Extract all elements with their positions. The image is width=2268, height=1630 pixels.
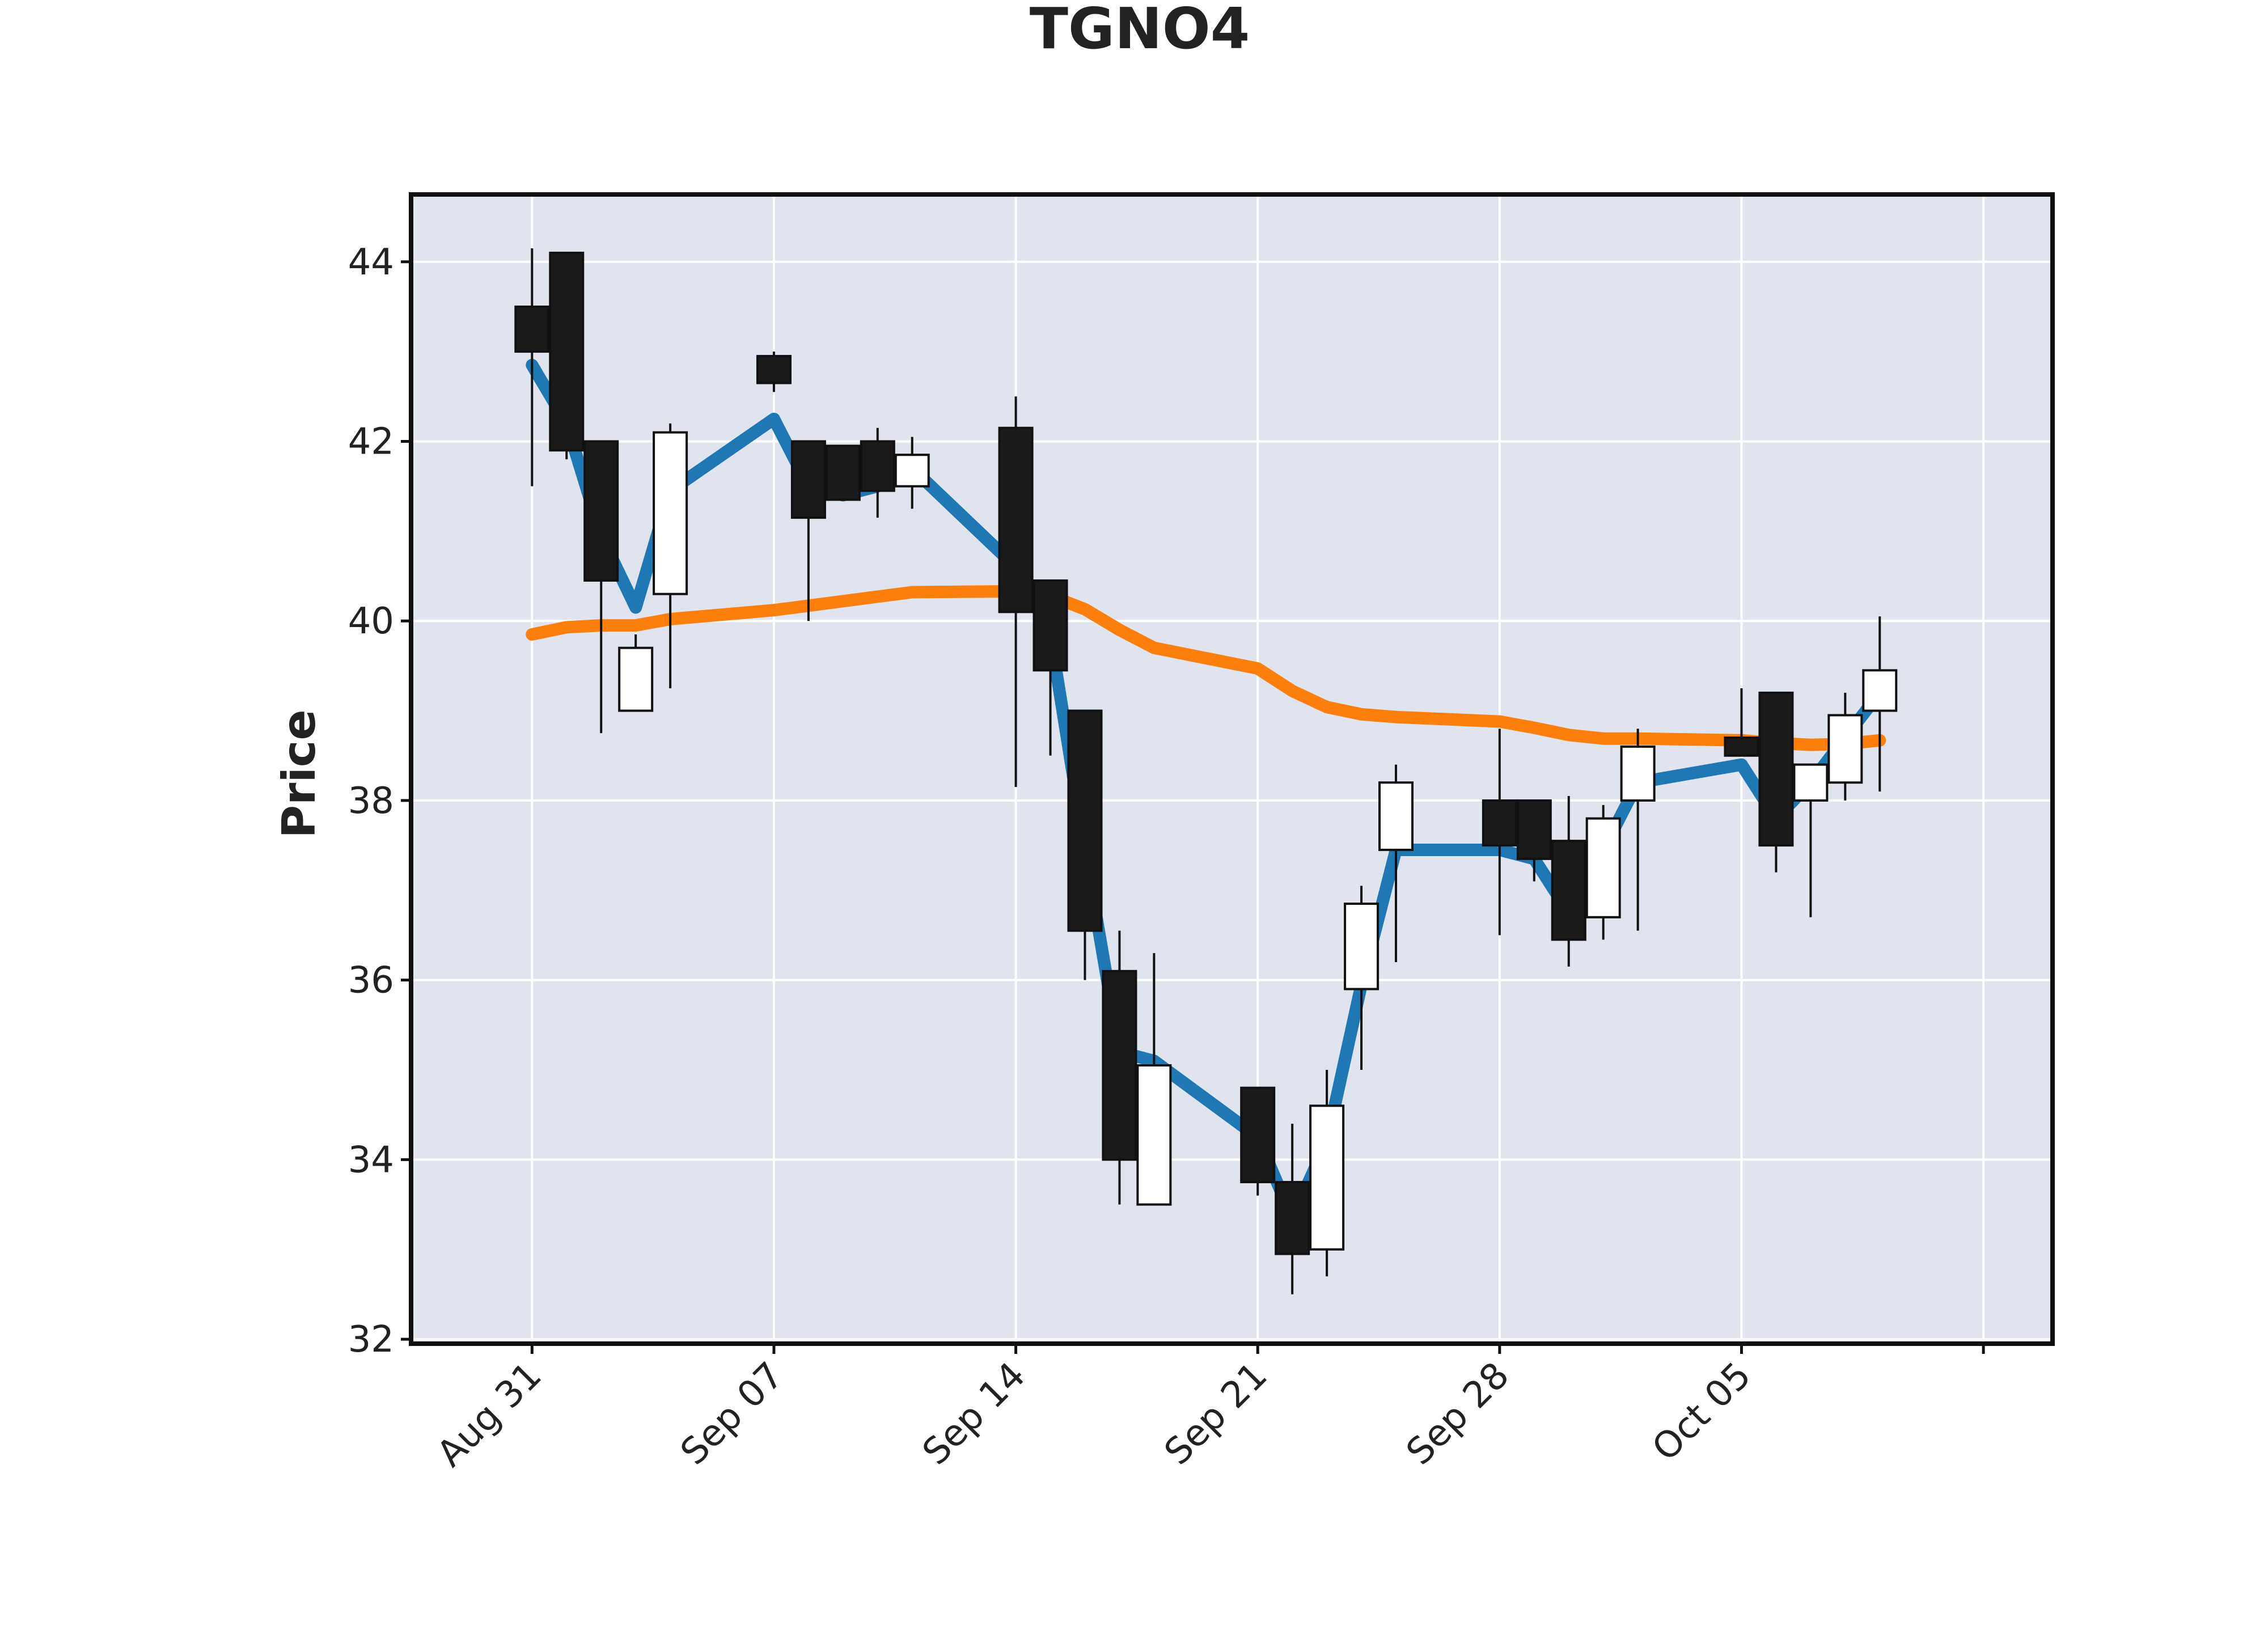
plot-frame: [409, 192, 2055, 1346]
candle-body-up: [894, 454, 930, 488]
candle-body-up: [653, 431, 688, 595]
candle: [1482, 729, 1517, 935]
candle: [1551, 796, 1586, 967]
x-tick-label: Sep 28: [1399, 1354, 1518, 1474]
candle-body-down: [1758, 691, 1794, 847]
y-axis: 32 34 36 38 40 42 44: [348, 242, 411, 1361]
candle-body-up: [1862, 669, 1898, 712]
candle-body-up: [1585, 817, 1621, 918]
x-tick-label: Sep 21: [1157, 1354, 1276, 1474]
candle-body-up: [1136, 1064, 1172, 1206]
candle: [1620, 729, 1656, 931]
chart-title: TGNO4: [1030, 0, 1250, 62]
candle-body-down: [583, 440, 619, 582]
candle-body-up: [1378, 781, 1414, 852]
candle: [514, 248, 550, 486]
y-tick-label: 40: [348, 600, 394, 642]
moving-average-slow-line: [526, 585, 1886, 751]
candle-body-down: [1516, 799, 1552, 860]
y-tick-label: 42: [348, 421, 394, 463]
x-axis: Aug 31 Sep 07 Sep 14 Sep 21 Sep 28 Oct 05: [429, 1344, 1985, 1475]
candle-body-down: [1551, 840, 1586, 941]
candle: [1516, 799, 1552, 882]
candle: [653, 423, 688, 688]
candle: [998, 396, 1034, 788]
candle-body-down: [756, 355, 792, 384]
candlesticks: [514, 248, 1898, 1294]
x-tick-label: Oct 05: [1644, 1354, 1759, 1470]
candle: [1827, 692, 1863, 801]
candle: [1136, 953, 1172, 1206]
candle-body-down: [1724, 736, 1759, 757]
candle: [894, 437, 930, 509]
candle: [1240, 1086, 1276, 1196]
candle-body-down: [1482, 799, 1517, 847]
candle: [1102, 930, 1137, 1205]
x-tick-label: Sep 07: [673, 1354, 792, 1474]
candle: [583, 440, 619, 734]
x-tick-label: Sep 14: [915, 1354, 1034, 1474]
candle: [825, 444, 861, 501]
candle-body-down: [825, 444, 861, 501]
candle-body-down: [514, 305, 550, 353]
candle-body-down: [1102, 969, 1137, 1161]
candle-body-up: [1344, 903, 1380, 990]
candle: [549, 251, 585, 460]
candle-body-up: [1827, 714, 1863, 784]
candle: [1344, 886, 1380, 1070]
candle: [1724, 688, 1759, 757]
candle: [1862, 616, 1898, 792]
candle-body-down: [1275, 1180, 1310, 1255]
candle-body-up: [1793, 763, 1829, 802]
candle: [1585, 805, 1621, 940]
y-tick-label: 44: [348, 242, 394, 283]
candle: [1067, 709, 1103, 980]
candle: [1275, 1124, 1310, 1294]
candle-body-down: [1033, 579, 1068, 672]
candle: [756, 352, 792, 392]
candle: [1793, 763, 1829, 917]
candle-body-down: [549, 251, 585, 452]
candle: [1033, 579, 1068, 756]
candle: [1309, 1070, 1345, 1277]
candle-body-down: [1067, 709, 1103, 932]
y-tick-label: 34: [348, 1139, 394, 1181]
candle: [618, 634, 654, 712]
candle-body-down: [1240, 1086, 1276, 1183]
candle: [1758, 691, 1794, 873]
y-tick-label: 36: [348, 960, 394, 1002]
candle-body-down: [860, 440, 895, 492]
y-tick-label: 38: [348, 780, 394, 822]
candle: [860, 427, 895, 518]
candle-body-up: [1620, 745, 1656, 802]
candle: [1378, 764, 1414, 962]
y-axis-label: Price: [273, 709, 325, 838]
candle-body-down: [790, 440, 826, 519]
candle: [790, 440, 826, 621]
x-tick-label: Aug 31: [429, 1354, 550, 1475]
y-tick-label: 32: [348, 1319, 394, 1361]
candle-body-down: [998, 426, 1034, 613]
candle-body-up: [1309, 1104, 1345, 1251]
candle-body-up: [618, 646, 654, 712]
